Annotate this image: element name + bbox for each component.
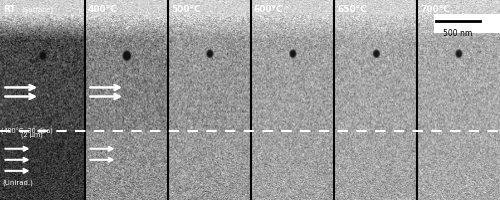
Text: (2 μm): (2 μm) bbox=[21, 130, 43, 137]
Text: 500 nm: 500 nm bbox=[444, 29, 472, 38]
Text: 500°C: 500°C bbox=[171, 5, 200, 14]
Text: (400°C, 30 dpa): (400°C, 30 dpa) bbox=[1, 127, 53, 134]
Text: 650°C: 650°C bbox=[337, 5, 367, 14]
FancyBboxPatch shape bbox=[434, 15, 500, 34]
Text: 400°C: 400°C bbox=[88, 5, 118, 14]
Text: RT: RT bbox=[3, 5, 16, 14]
Text: (Surface): (Surface) bbox=[21, 6, 53, 12]
Text: 600°C: 600°C bbox=[254, 5, 284, 14]
Text: 700°C: 700°C bbox=[420, 5, 450, 14]
Text: (Unirad.): (Unirad.) bbox=[2, 179, 33, 185]
